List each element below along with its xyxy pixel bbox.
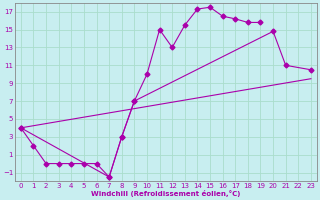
X-axis label: Windchill (Refroidissement éolien,°C): Windchill (Refroidissement éolien,°C)	[91, 190, 241, 197]
